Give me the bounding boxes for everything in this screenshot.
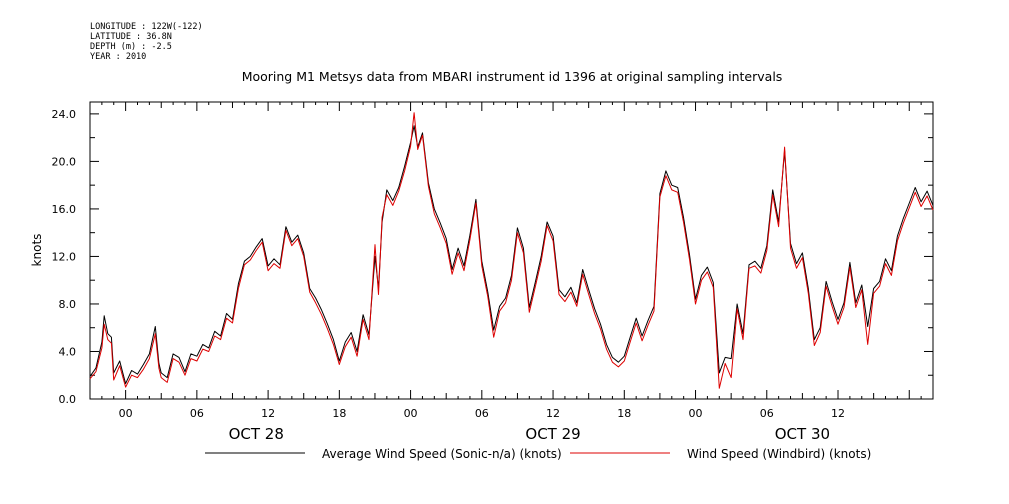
x-tick-label: 18	[617, 407, 631, 420]
x-day-label: OCT 28	[229, 425, 284, 443]
x-tick-label: 06	[760, 407, 774, 420]
legend: Average Wind Speed (Sonic-n/a) (knots) W…	[205, 447, 871, 461]
x-day-label: OCT 29	[525, 425, 580, 443]
series-line-sonic	[89, 125, 934, 385]
y-tick-label: 4.0	[59, 345, 77, 358]
series-line-windbird	[89, 112, 934, 389]
legend-label-sonic: Average Wind Speed (Sonic-n/a) (knots)	[322, 447, 562, 461]
y-axis: 0.0 4.0 8.0 12.0 16.0 20.0 24.0	[52, 108, 933, 406]
legend-label-windbird: Wind Speed (Windbird) (knots)	[687, 447, 871, 461]
series-layer	[89, 112, 934, 389]
depth-label: DEPTH (m) : -2.5	[90, 42, 172, 52]
chart-title: Mooring M1 Metsys data from MBARI instru…	[242, 69, 783, 84]
plot-frame	[89, 101, 934, 400]
y-axis-label: knots	[30, 234, 44, 267]
x-tick-label: 12	[546, 407, 560, 420]
x-tick-label: 00	[689, 407, 703, 420]
x-day-label: OCT 30	[775, 425, 830, 443]
longitude-label: LONGITUDE : 122W(-122)	[90, 22, 203, 32]
y-tick-label: 20.0	[52, 155, 77, 168]
y-tick-label: 16.0	[52, 203, 77, 216]
y-tick-label: 24.0	[52, 108, 77, 121]
latitude-label: LATITUDE : 36.8N	[90, 32, 172, 42]
year-label: YEAR : 2010	[90, 52, 147, 62]
x-tick-label: 18	[332, 407, 346, 420]
y-tick-label: 12.0	[52, 250, 77, 263]
y-tick-label: 0.0	[59, 393, 77, 406]
x-tick-label: 12	[831, 407, 845, 420]
x-tick-label: 00	[119, 407, 133, 420]
x-tick-label: 06	[190, 407, 204, 420]
y-tick-label: 8.0	[59, 298, 77, 311]
x-tick-label: 00	[404, 407, 418, 420]
metadata-block: LONGITUDE : 122W(-122) LATITUDE : 36.8N …	[90, 22, 203, 62]
x-tick-label: 12	[261, 407, 275, 420]
x-tick-label: 06	[475, 407, 489, 420]
x-axis: 00 06 12 18 00 06 12 18 00 06 12 OCT 28 OCT 29 OCT 30	[89, 102, 934, 443]
